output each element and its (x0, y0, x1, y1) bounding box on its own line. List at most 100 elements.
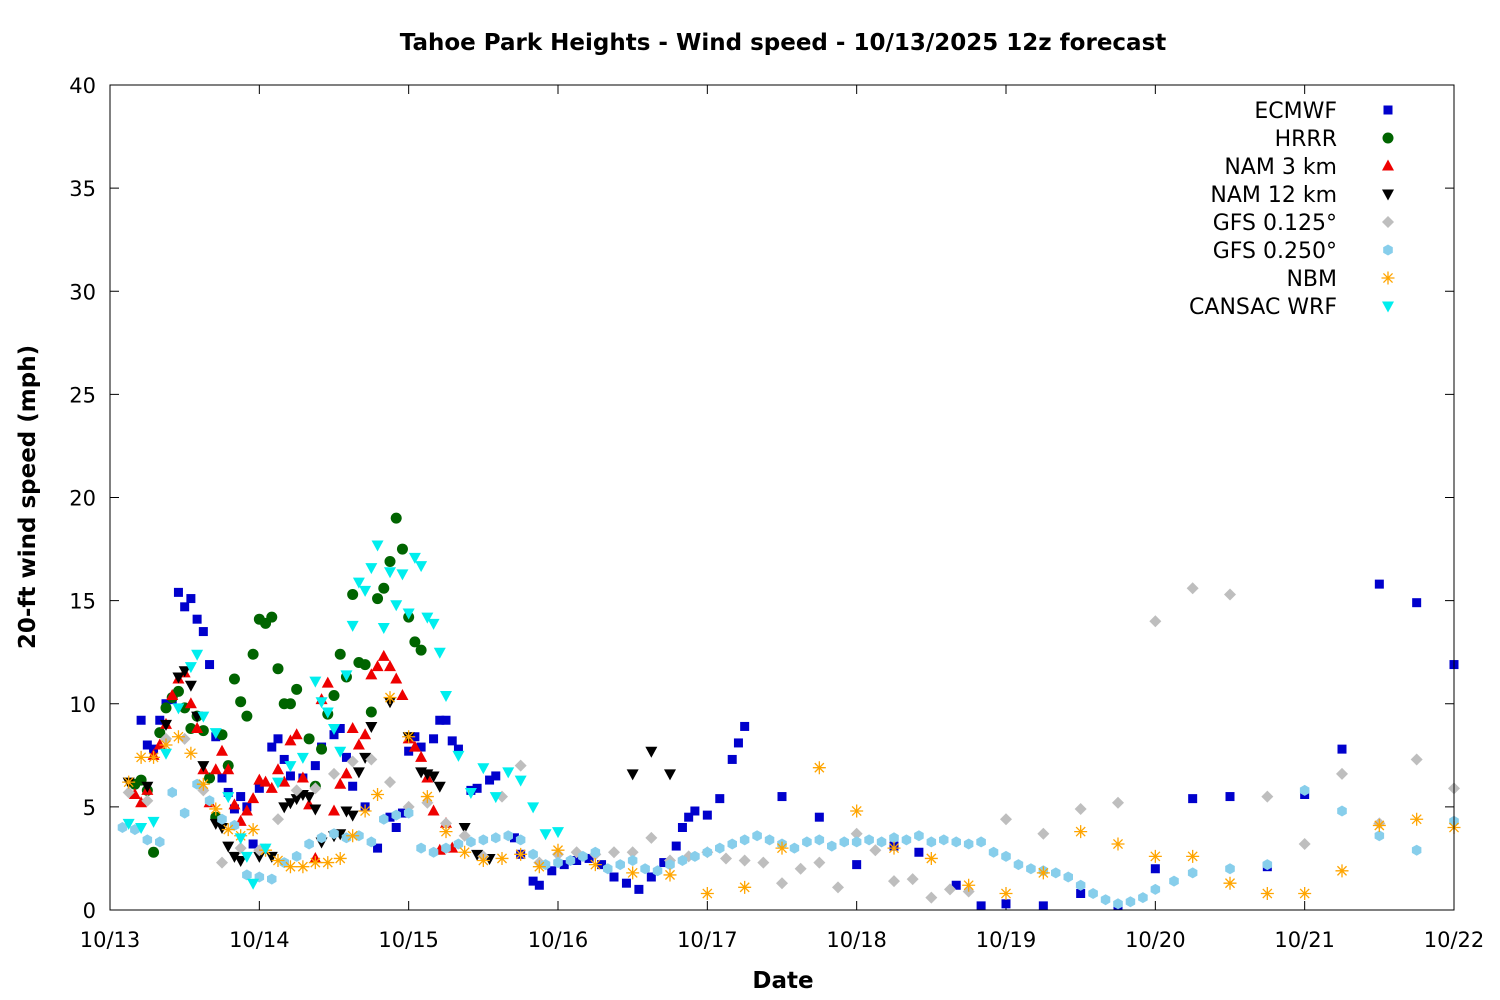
data-point (588, 858, 602, 872)
data-point (184, 662, 197, 674)
data-point (1298, 838, 1311, 850)
data-point (371, 788, 385, 801)
data-point (1026, 863, 1036, 875)
data-point (271, 854, 285, 867)
data-point (321, 707, 334, 719)
data-point (527, 802, 540, 814)
data-point (409, 636, 421, 648)
legend-marker (1382, 189, 1394, 201)
data-point (733, 738, 743, 748)
data-point (284, 761, 297, 773)
data-point (415, 561, 428, 573)
data-point (794, 862, 807, 875)
data-point (136, 715, 146, 725)
data-point (740, 721, 750, 731)
x-tick-label: 10/15 (378, 928, 439, 952)
data-point (914, 830, 924, 842)
data-point (147, 750, 161, 764)
data-point (876, 836, 887, 848)
data-point (1013, 859, 1024, 871)
data-point (738, 854, 751, 867)
data-point (1111, 837, 1125, 851)
data-point (365, 668, 378, 680)
data-point (229, 819, 240, 831)
data-point (453, 744, 463, 754)
data-point (427, 804, 440, 816)
data-point (471, 849, 484, 861)
data-points (117, 512, 1461, 911)
data-point (528, 876, 538, 886)
data-point (1225, 863, 1235, 875)
series-hrrr (129, 512, 427, 858)
data-point (179, 807, 190, 819)
data-point (534, 880, 544, 890)
data-point (278, 775, 291, 787)
data-point (1100, 894, 1111, 906)
data-point (234, 842, 247, 855)
data-point (191, 649, 204, 661)
data-point (1186, 849, 1200, 863)
data-point (316, 832, 327, 844)
data-point (478, 834, 489, 846)
data-point (290, 784, 303, 797)
x-tick-label: 10/20 (1125, 928, 1186, 952)
data-point (166, 689, 179, 700)
data-point (1051, 867, 1061, 879)
data-point (352, 577, 365, 589)
data-point (365, 721, 378, 733)
y-tick-label: 0 (83, 899, 96, 923)
data-point (1298, 887, 1312, 900)
data-point (390, 512, 402, 524)
data-point (615, 859, 625, 871)
data-point (272, 763, 284, 775)
data-point (196, 777, 210, 791)
data-point (384, 555, 396, 567)
data-point (234, 833, 247, 845)
data-point (347, 588, 359, 600)
data-point (1224, 588, 1236, 601)
data-point (906, 873, 919, 886)
data-point (340, 670, 353, 682)
x-tick-label: 10/13 (80, 928, 141, 952)
data-point (976, 901, 986, 911)
y-tick-label: 25 (69, 383, 96, 407)
data-point (684, 812, 694, 822)
data-point (690, 850, 700, 862)
data-point (420, 790, 434, 804)
data-point (303, 733, 315, 745)
data-point (402, 608, 415, 620)
data-point (1260, 887, 1274, 900)
data-point (547, 866, 557, 876)
data-point (167, 786, 177, 798)
data-point (128, 788, 141, 799)
data-point (247, 648, 259, 660)
data-point (1411, 844, 1422, 856)
data-point (1075, 879, 1086, 891)
data-point (391, 809, 401, 821)
data-point (427, 771, 440, 783)
series-gfs-0-250 (117, 778, 1459, 910)
data-point (1138, 892, 1148, 904)
data-point (217, 813, 227, 825)
data-point (428, 846, 439, 858)
data-point (671, 841, 681, 851)
data-point (814, 834, 825, 846)
data-point (391, 823, 401, 832)
data-point (440, 691, 452, 702)
data-point (272, 663, 284, 675)
data-point (235, 696, 247, 708)
data-point (180, 602, 190, 612)
data-point (1410, 753, 1423, 766)
data-point (396, 543, 408, 555)
series-ecmwf (136, 579, 1459, 911)
data-point (491, 832, 501, 844)
data-point (141, 781, 154, 793)
data-point (221, 823, 235, 837)
data-point (377, 649, 390, 661)
y-tick-label: 10 (69, 693, 96, 717)
legend-marker (1383, 244, 1393, 256)
legend-label: ECMWF (1254, 99, 1337, 124)
data-point (702, 810, 712, 820)
data-point (117, 822, 128, 833)
data-point (1262, 859, 1273, 871)
